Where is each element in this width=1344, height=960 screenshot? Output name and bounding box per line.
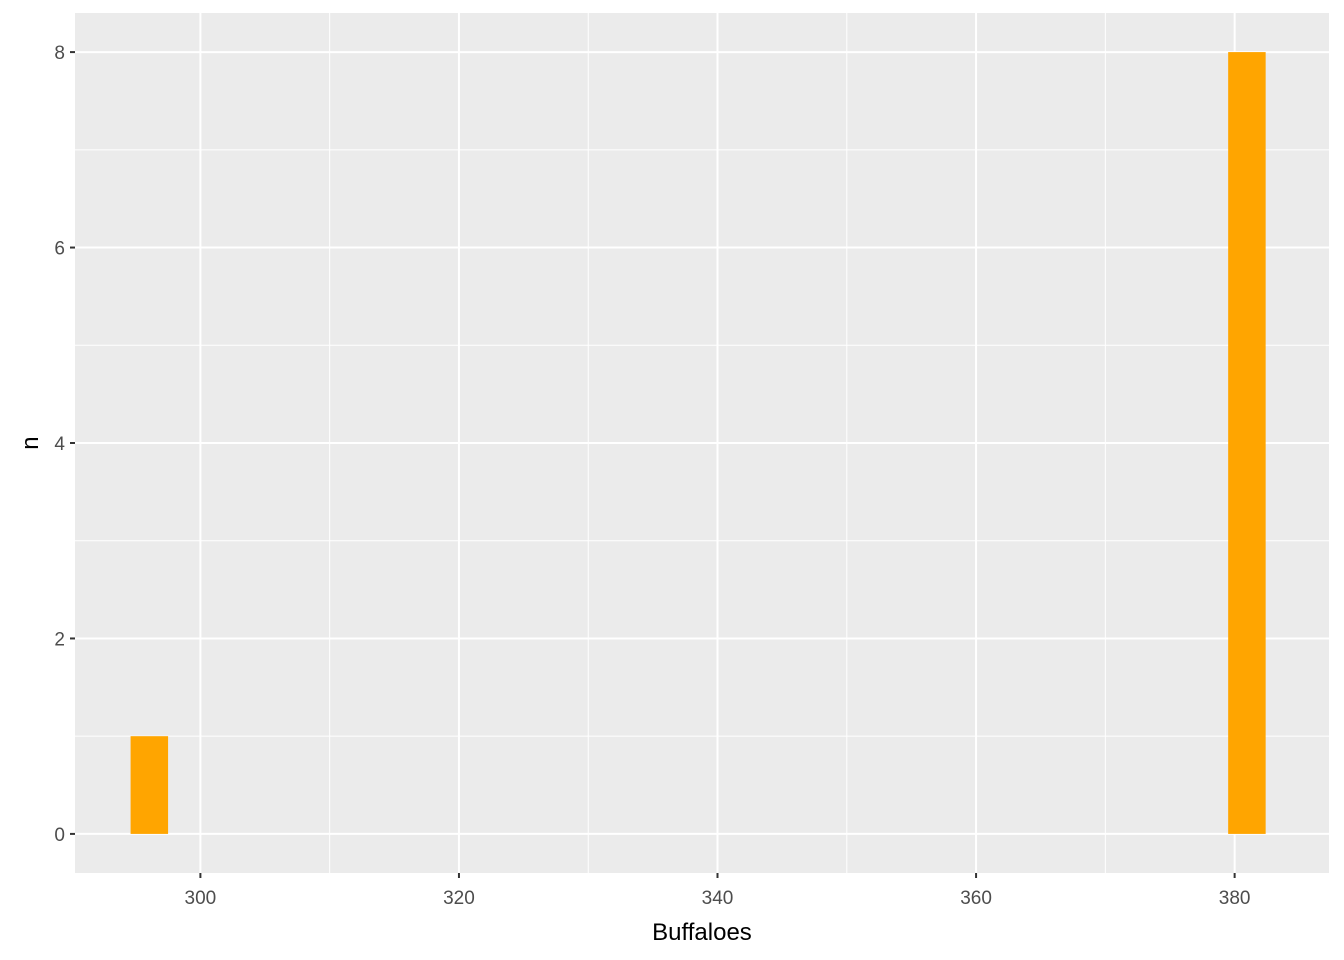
y-axis-ticks: 0 2 4 6 8 [54, 43, 75, 846]
y-tick-label: 8 [54, 43, 65, 64]
x-tick-label: 300 [185, 888, 217, 909]
x-tick-label: 360 [960, 888, 992, 909]
x-axis-title: Buffaloes [652, 919, 752, 946]
y-tick-label: 4 [54, 434, 65, 455]
x-tick-label: 320 [443, 888, 475, 909]
y-tick-label: 6 [54, 239, 65, 260]
bars [130, 52, 1266, 834]
histogram-bar-2 [1228, 52, 1266, 834]
histogram-bar-1 [130, 736, 169, 834]
x-axis-ticks: 300 320 340 360 380 [185, 873, 1251, 909]
y-tick-label: 2 [54, 629, 65, 650]
major-gridlines [75, 13, 1329, 873]
y-axis-title: n [17, 436, 44, 449]
x-tick-label: 340 [702, 888, 734, 909]
y-tick-label: 0 [54, 825, 65, 846]
x-tick-label: 380 [1219, 888, 1251, 909]
